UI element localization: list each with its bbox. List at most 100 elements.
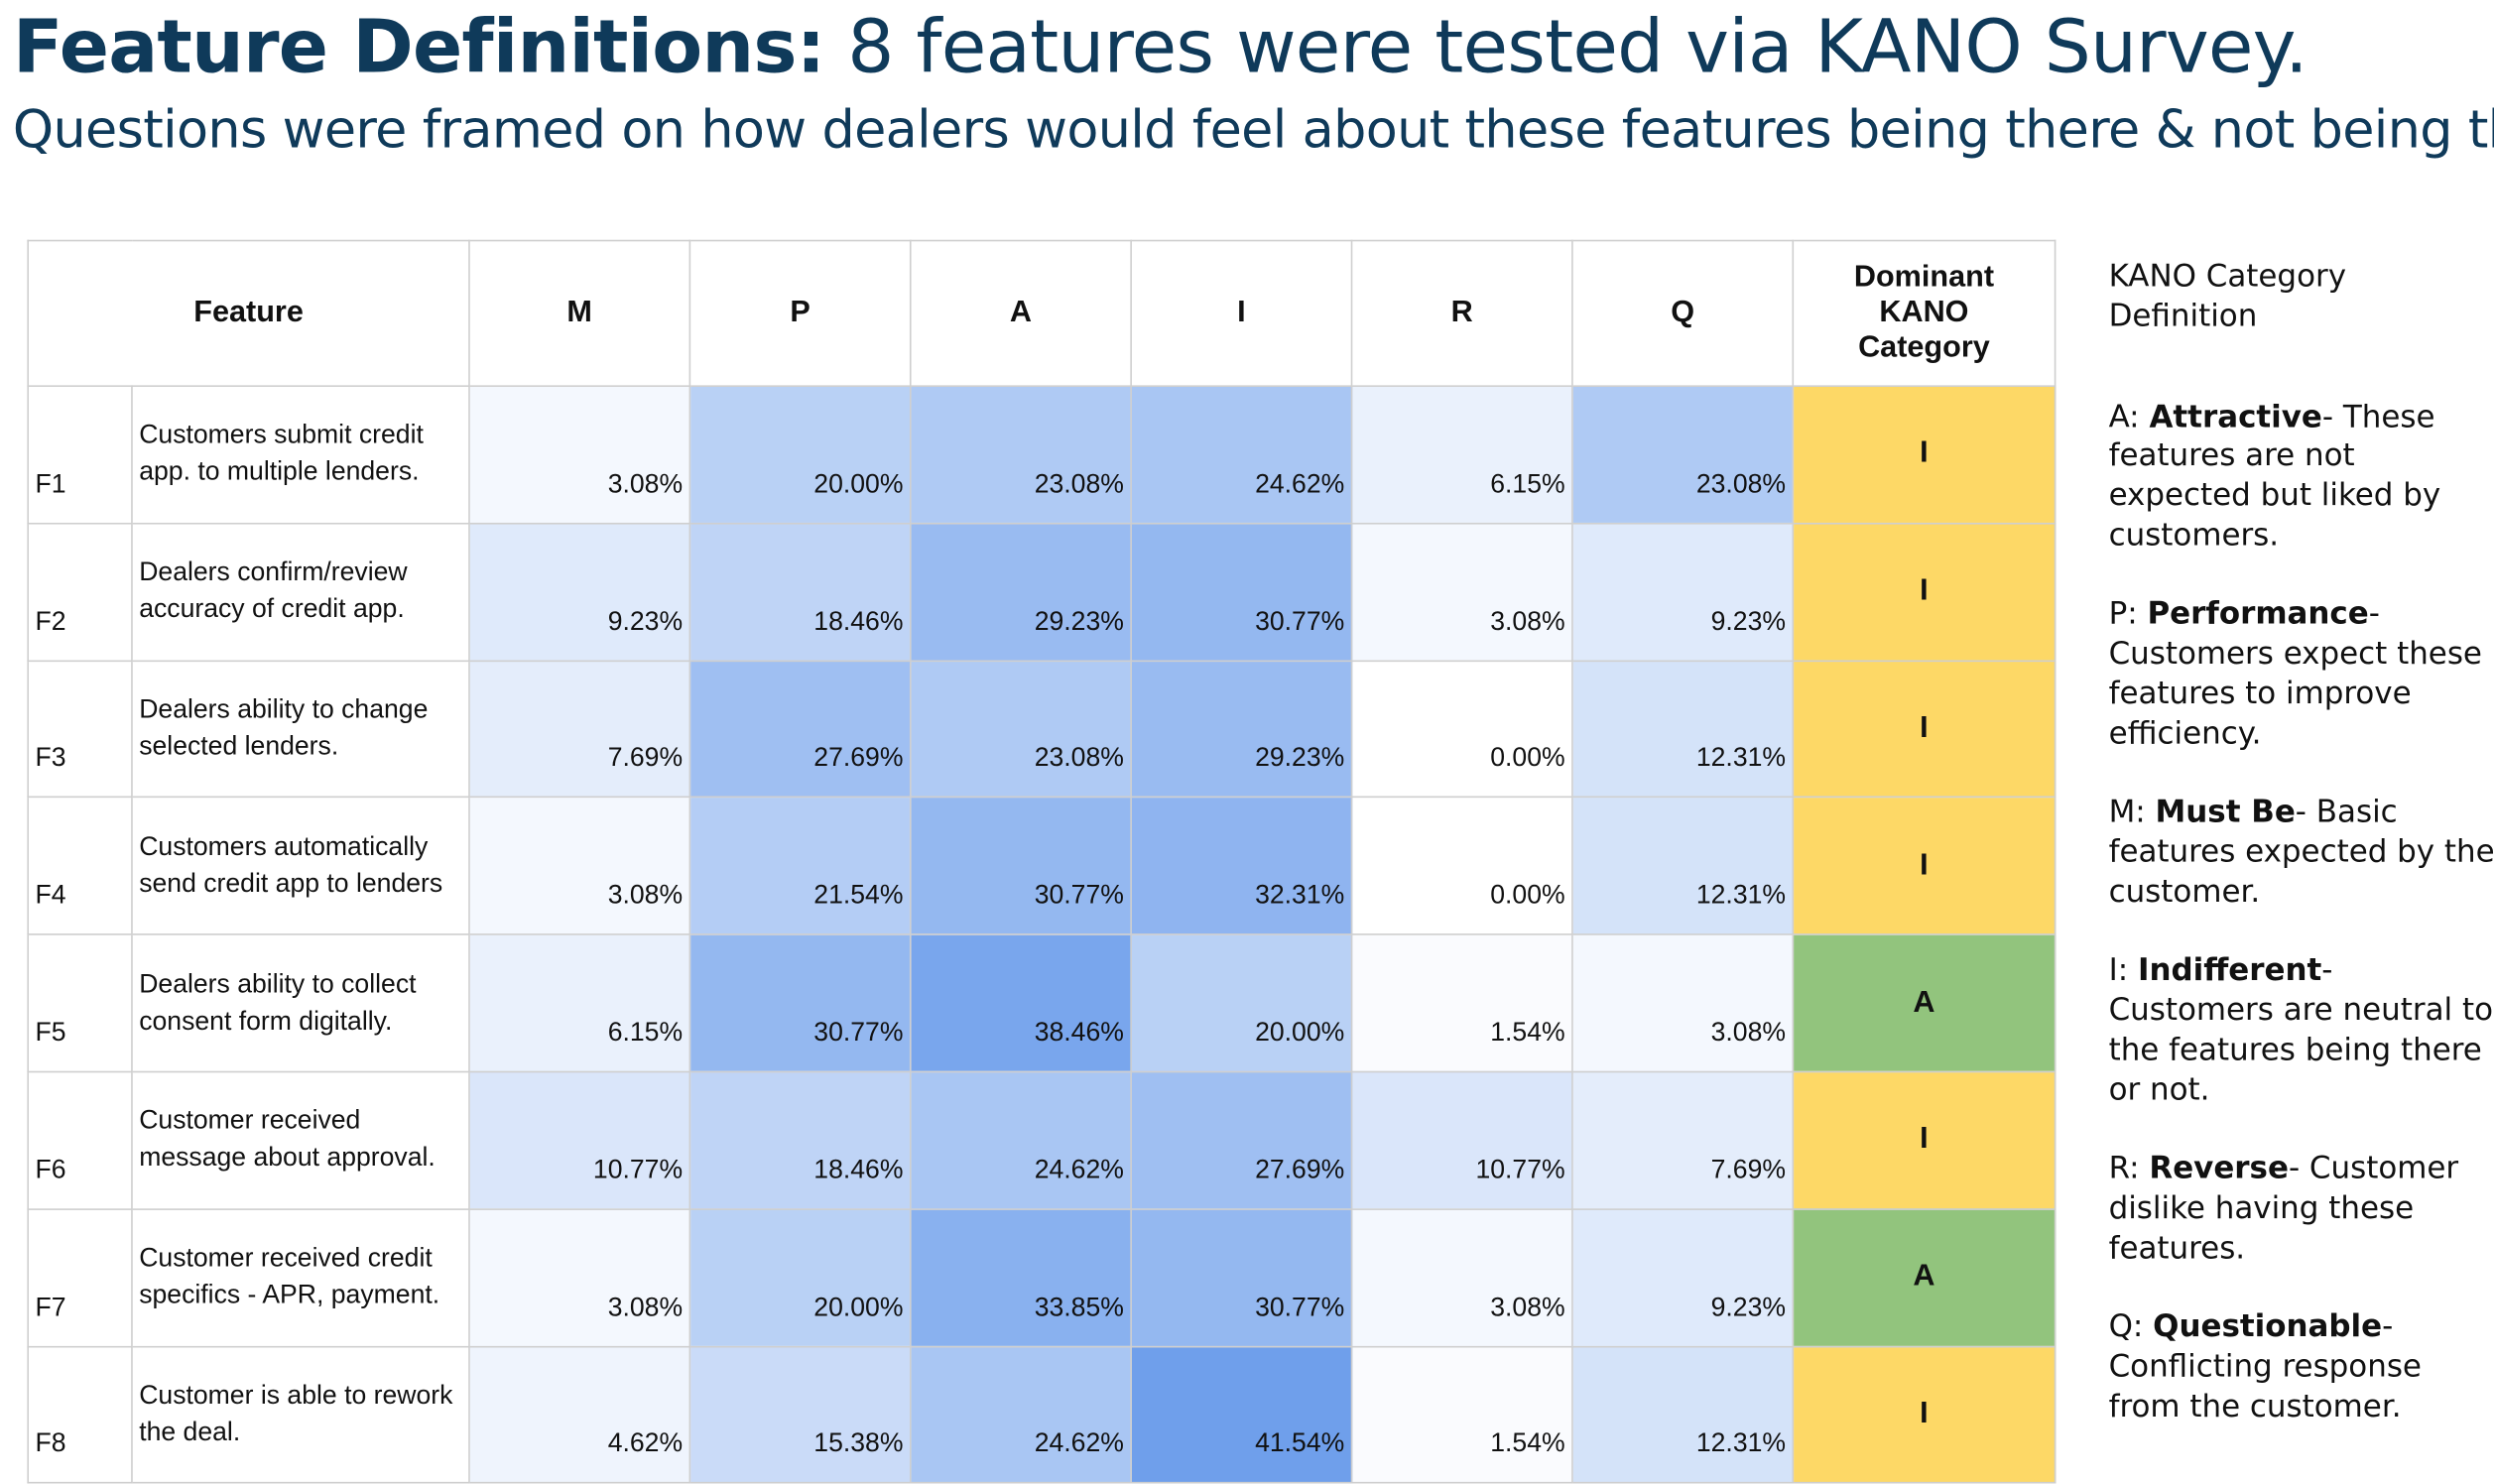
feature-name: Dealers ability to collect consent form … [131, 933, 470, 1073]
definition-prefix: R: [2108, 1149, 2140, 1186]
feature-name: Customers automatically send credit app … [131, 797, 470, 936]
percent-cell: 6.15% [1350, 385, 1573, 525]
definition: M: Must Be- Basic features expected by t… [2109, 794, 2494, 913]
feature-id: F7 [27, 1207, 133, 1347]
percent-cell: 12.31% [1571, 1345, 1795, 1484]
feature-name: Dealers ability to change selected lende… [131, 659, 470, 799]
percent-cell: 30.77% [688, 933, 912, 1073]
table-row: F7 Customer received credit specifics - A… [27, 1207, 2057, 1347]
column-header: R [1350, 239, 1573, 387]
percent-cell: 1.54% [1350, 933, 1573, 1073]
percent-cell: 29.23% [909, 522, 1132, 662]
percent-cell: 3.08% [468, 797, 691, 936]
definition-text: - These features are not expected but li… [2108, 397, 2441, 554]
percent-cell: 38.46% [909, 933, 1132, 1073]
page: Feature Definitions: 8 features were tes… [12, 3, 2494, 1484]
dominant-category: I [1792, 385, 2057, 525]
header-row: Feature M P A I R Q Dominant KANO Category [27, 239, 2057, 387]
percent-cell: 24.62% [1130, 385, 1353, 525]
percent-cell: 21.54% [688, 797, 912, 936]
subtitle: Questions were framed on how dealers wou… [12, 98, 2494, 161]
percent-cell: 20.00% [688, 385, 912, 525]
title: Feature Definitions: 8 features were tes… [12, 3, 2308, 90]
table-row: F5 Dealers ability to collect consent for… [27, 933, 2057, 1073]
definition: A: Attractive- These features are not ex… [2109, 398, 2494, 556]
dominant-category: I [1792, 797, 2057, 936]
definition: R: Reverse- Customer dislike having thes… [2109, 1150, 2494, 1269]
feature-name: Customer is able to rework the deal. [131, 1345, 470, 1484]
percent-cell: 3.08% [1571, 933, 1795, 1073]
definition-prefix: I: [2108, 951, 2129, 989]
percent-cell: 20.00% [1130, 933, 1353, 1073]
definition-prefix: A: [2108, 397, 2140, 434]
feature-id: F4 [27, 797, 133, 936]
kano-table: Feature M P A I R Q Dominant KANO Category F1 Cus… [27, 239, 2057, 1484]
percent-cell: 7.69% [468, 659, 691, 799]
slide: Feature Definitions: 8 features were tes… [12, 3, 2494, 1484]
table-row: F2 Dealers confirm/review accuracy of cre… [27, 522, 2057, 662]
definition-term: Questionable [2153, 1307, 2383, 1345]
percent-cell: 12.31% [1571, 659, 1795, 799]
column-header: P [688, 239, 912, 387]
percent-cell: 24.62% [909, 1345, 1132, 1484]
percent-cell: 27.69% [688, 659, 912, 799]
dominant-category: I [1792, 1345, 2057, 1484]
table-row: F4 Customers automatically send credit ap… [27, 797, 2057, 936]
percent-cell: 23.08% [909, 385, 1132, 525]
title-bold: Feature Definitions: [12, 3, 825, 90]
percent-cell: 3.08% [468, 385, 691, 525]
definition-term: Attractive [2149, 397, 2322, 434]
title-rest: 8 features were tested via KANO Survey. [847, 3, 2307, 90]
column-header: I [1130, 239, 1353, 387]
dominant-category: A [1792, 933, 2057, 1073]
percent-cell: 0.00% [1350, 659, 1573, 799]
feature-id: F6 [27, 1070, 133, 1210]
percent-cell: 20.00% [688, 1207, 912, 1347]
percent-cell: 3.08% [468, 1207, 691, 1347]
dominant-category: I [1792, 522, 2057, 662]
definition-term: Reverse [2149, 1149, 2289, 1186]
percent-cell: 9.23% [468, 522, 691, 662]
percent-cell: 4.62% [468, 1345, 691, 1484]
percent-cell: 24.62% [909, 1070, 1132, 1210]
percent-cell: 29.23% [1130, 659, 1353, 799]
definition-text: - Customers expect these features to imp… [2108, 595, 2482, 752]
feature-id: F5 [27, 933, 133, 1073]
definition-prefix: Q: [2108, 1307, 2144, 1345]
percent-cell: 18.46% [688, 1070, 912, 1210]
percent-cell: 3.08% [1350, 1207, 1573, 1347]
column-header: Dominant KANO Category [1792, 239, 2057, 387]
definition-prefix: M: [2108, 793, 2146, 830]
percent-cell: 18.46% [688, 522, 912, 662]
feature-id: F8 [27, 1345, 133, 1484]
definition-term: Must Be [2155, 793, 2296, 830]
table-row: F8 Customer is able to rework the deal. 4.… [27, 1345, 2057, 1484]
definition-term: Indifferent [2137, 951, 2322, 989]
sidebar: KANO Category Definition A: Attractive- T… [2109, 257, 2494, 1465]
column-header: Feature [27, 239, 470, 387]
sidebar-title: KANO Category Definition [2108, 257, 2347, 334]
feature-name: Customers submit credit app. to multiple… [131, 385, 470, 525]
definition-prefix: P: [2108, 595, 2138, 633]
percent-cell: 1.54% [1350, 1345, 1573, 1484]
percent-cell: 6.15% [468, 933, 691, 1073]
percent-cell: 30.77% [1130, 1207, 1353, 1347]
percent-cell: 3.08% [1350, 522, 1573, 662]
definition: I: Indifferent- Customers are neutral to… [2109, 951, 2494, 1110]
column-header: A [909, 239, 1132, 387]
percent-cell: 9.23% [1571, 1207, 1795, 1347]
column-header: Q [1571, 239, 1795, 387]
percent-cell: 27.69% [1130, 1070, 1353, 1210]
percent-cell: 23.08% [909, 659, 1132, 799]
percent-cell: 0.00% [1350, 797, 1573, 936]
percent-cell: 30.77% [909, 797, 1132, 936]
percent-cell: 9.23% [1571, 522, 1795, 662]
definition: Q: Questionable- Conflicting response fr… [2109, 1307, 2494, 1426]
definition-text: - Customers are neutral to the features … [2108, 951, 2494, 1108]
feature-id: F2 [27, 522, 133, 662]
percent-cell: 15.38% [688, 1345, 912, 1484]
definition-term: Performance [2147, 595, 2369, 633]
table-row: F6 Customer received message about approv… [27, 1070, 2057, 1210]
percent-cell: 33.85% [909, 1207, 1132, 1347]
column-header: M [468, 239, 691, 387]
